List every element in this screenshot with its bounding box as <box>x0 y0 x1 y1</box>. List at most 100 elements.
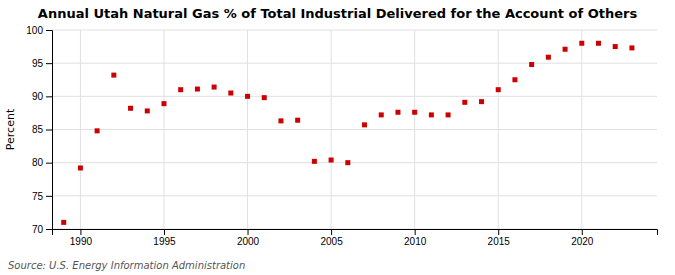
point <box>479 99 484 104</box>
y-axis-title: Percent <box>4 108 17 150</box>
x-tick: 2015 <box>488 229 511 247</box>
x-grid-line <box>331 30 332 229</box>
y-tick-label: 100 <box>26 25 43 36</box>
x-tick-mark <box>248 229 249 235</box>
point <box>61 220 66 225</box>
point <box>329 158 334 163</box>
x-tick-label: 2010 <box>404 236 427 247</box>
x-tick: 1990 <box>70 229 93 247</box>
point <box>345 160 350 165</box>
x-grid-line <box>498 30 499 229</box>
y-tick-label: 90 <box>32 91 44 102</box>
y-tick: 100 <box>26 25 52 36</box>
point <box>529 62 534 67</box>
y-tick-label: 70 <box>32 224 44 235</box>
y-tick-mark <box>46 63 52 64</box>
x-grid-line <box>247 30 248 229</box>
x-tick-mark <box>331 229 332 235</box>
chart-container: 1990 1995 2000 2005 2010 2015 2020 70 75 80 85 90 95… <box>0 0 675 275</box>
y-tick-label: 95 <box>32 58 44 69</box>
y-tick: 90 <box>32 91 52 102</box>
point <box>312 159 317 164</box>
point <box>579 41 584 46</box>
plot-area: 1990 1995 2000 2005 2010 2015 2020 70 75 80 85 90 95… <box>26 25 657 247</box>
point <box>629 45 634 50</box>
y-tick-label: 80 <box>32 157 44 168</box>
x-grid-line <box>80 30 81 229</box>
x-tick-label: 2000 <box>237 236 260 247</box>
point <box>278 118 283 123</box>
point <box>429 112 434 117</box>
y-tick: 95 <box>32 58 52 69</box>
point <box>462 100 467 105</box>
point <box>613 44 618 49</box>
x-tick-mark <box>80 229 81 235</box>
x-grid-line <box>581 30 582 229</box>
x-tick-label: 1990 <box>70 236 93 247</box>
point <box>228 91 233 96</box>
x-tick: 2010 <box>404 229 427 247</box>
x-tick: 2020 <box>571 229 594 247</box>
x-grid-line <box>163 30 164 229</box>
x-tick: 2005 <box>320 229 343 247</box>
point <box>596 41 601 46</box>
x-tick: 2000 <box>237 229 260 247</box>
y-grid-line <box>52 129 657 130</box>
y-tick-mark <box>46 96 52 97</box>
y-grid-line <box>52 30 657 31</box>
point <box>563 47 568 52</box>
point <box>446 112 451 117</box>
point <box>295 118 300 123</box>
grid <box>52 30 657 229</box>
point <box>178 87 183 92</box>
y-tick-label: 75 <box>32 191 44 202</box>
y-tick: 70 <box>32 224 52 235</box>
point <box>111 73 116 78</box>
point <box>379 112 384 117</box>
x-axis-line <box>53 230 658 236</box>
y-tick-mark <box>46 163 52 164</box>
x-tick-mark <box>582 229 583 235</box>
x-tick-mark <box>498 229 499 235</box>
x-tick-label: 2015 <box>488 236 511 247</box>
point <box>245 94 250 99</box>
y-axis-line <box>46 31 53 230</box>
point <box>128 106 133 111</box>
chart-svg: 1990 1995 2000 2005 2010 2015 2020 70 75 80 85 90 95… <box>0 0 675 275</box>
y-tick: 75 <box>32 191 52 202</box>
x-tick: 1995 <box>153 229 176 247</box>
point <box>362 122 367 127</box>
point <box>195 87 200 92</box>
x-tick-label: 1995 <box>153 236 176 247</box>
point <box>546 55 551 60</box>
title: Annual Utah Natural Gas % of Total Indus… <box>38 6 638 21</box>
x-tick-label: 2005 <box>320 236 343 247</box>
y-grid-line <box>52 63 657 64</box>
y-tick: 85 <box>32 124 52 135</box>
point <box>95 128 100 133</box>
point <box>496 87 501 92</box>
x-tick-label: 2020 <box>571 236 594 247</box>
x-tick-mark <box>415 229 416 235</box>
point <box>512 77 517 82</box>
y-tick-mark <box>46 196 52 197</box>
point <box>161 101 166 106</box>
y-tick: 80 <box>32 157 52 168</box>
y-tick-mark <box>46 130 52 131</box>
x-axis: 1990 1995 2000 2005 2010 2015 2020 <box>53 229 658 247</box>
y-grid-line <box>52 162 657 163</box>
y-grid-line <box>52 96 657 97</box>
y-grid-line <box>52 195 657 196</box>
y-tick-mark <box>46 30 52 31</box>
x-tick-mark <box>164 229 165 235</box>
point <box>78 165 83 170</box>
point <box>412 110 417 115</box>
y-axis: 70 75 80 85 90 95 100 <box>26 25 52 235</box>
point <box>395 110 400 115</box>
x-grid-line <box>414 30 415 229</box>
y-tick-mark <box>46 229 52 230</box>
y-tick-label: 85 <box>32 124 44 135</box>
source-note: Source: U.S. Energy Information Administ… <box>8 260 245 271</box>
point <box>262 95 267 100</box>
point <box>212 85 217 90</box>
